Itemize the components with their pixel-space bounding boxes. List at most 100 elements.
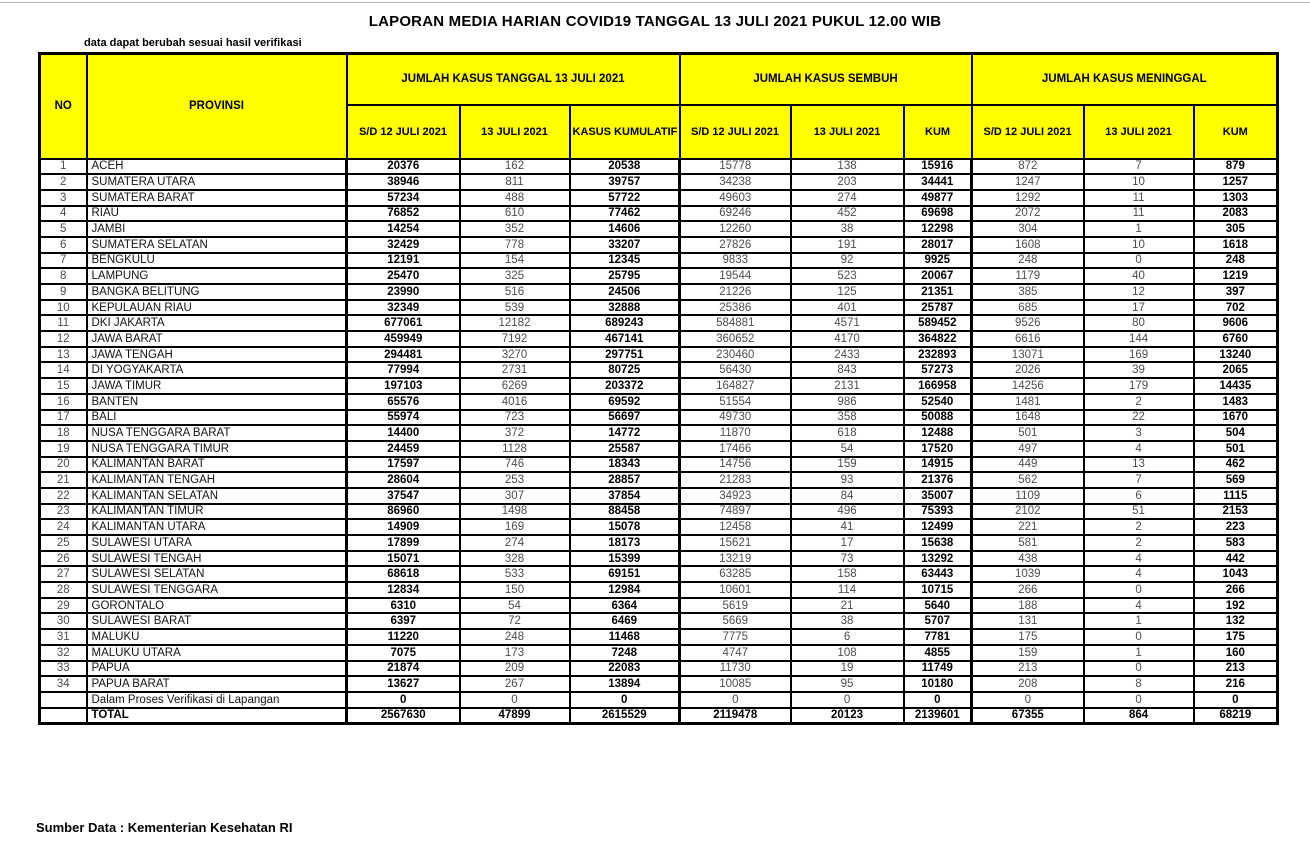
cell-kasus-kumulatif: 80725 — [568, 361, 681, 380]
col-header-kasus-sd12: S/D 12 JULI 2021 — [345, 103, 461, 160]
cell-meninggal-13jul: 0 — [1082, 251, 1195, 270]
cell-kasus-sd12: 13627 — [345, 675, 461, 693]
cell-kasus-kumulatif: 32888 — [568, 298, 681, 317]
cell-meninggal-13jul: 0 — [1082, 690, 1195, 709]
cell-meninggal-13jul: 12 — [1082, 283, 1195, 301]
cell-sembuh-kum: 28017 — [902, 235, 973, 254]
cell-sembuh-13jul: 125 — [789, 283, 905, 301]
cell-no: 6 — [38, 235, 88, 254]
table-row: 14 DI YOGYAKARTA 77994 2731 80725 56430 843 572… — [38, 361, 1279, 380]
cell-kasus-kumulatif: 15078 — [568, 518, 681, 536]
cell-no: 14 — [38, 361, 88, 380]
cell-meninggal-13jul: 51 — [1082, 502, 1195, 521]
cell-meninggal-kum: 1043 — [1192, 565, 1279, 584]
cell-meninggal-sd12: 131 — [970, 612, 1085, 631]
cell-kasus-13jul: 154 — [458, 251, 571, 270]
cell-meninggal-sd12: 872 — [970, 157, 1085, 176]
cell-kasus-13jul: 610 — [458, 204, 571, 223]
col-header-sembuh-kum: KUM — [902, 103, 973, 160]
cell-no: 27 — [38, 565, 88, 584]
cell-kasus-13jul: 1128 — [458, 439, 571, 458]
top-divider — [0, 2, 1310, 3]
cell-kasus-kumulatif: 2615529 — [568, 706, 681, 725]
cell-meninggal-kum: 2153 — [1192, 502, 1279, 521]
cell-meninggal-kum: 14435 — [1192, 377, 1279, 395]
cell-meninggal-kum: 216 — [1192, 675, 1279, 693]
cell-meninggal-kum: 1303 — [1192, 188, 1279, 207]
cell-no — [38, 706, 88, 725]
cell-no: 1 — [38, 157, 88, 176]
cell-sembuh-13jul: 17 — [789, 534, 905, 552]
table-row: 12 JAWA BARAT 459949 7192 467141 360652 4170 36… — [38, 330, 1279, 348]
cell-provinsi: JAMBI — [85, 220, 348, 238]
cell-no: 18 — [38, 424, 88, 442]
cell-sembuh-13jul: 618 — [789, 424, 905, 442]
cell-meninggal-sd12: 385 — [970, 283, 1085, 301]
cell-meninggal-kum: 569 — [1192, 471, 1279, 489]
cell-no: 30 — [38, 612, 88, 631]
cell-sembuh-13jul: 138 — [789, 157, 905, 176]
col-header-kasus-kumulatif: KASUS KUMULATIF — [568, 103, 681, 160]
cell-sembuh-kum: 14915 — [902, 455, 973, 474]
table-row: 27 SULAWESI SELATAN 68618 533 69151 63285 158 6… — [38, 565, 1279, 584]
cell-meninggal-13jul: 13 — [1082, 455, 1195, 474]
cell-sembuh-13jul: 401 — [789, 298, 905, 317]
table-row: 28 SULAWESI TENGGARA 12834 150 12984 10601 114… — [38, 581, 1279, 599]
cell-sembuh-sd12: 13219 — [678, 549, 792, 568]
cell-provinsi: JAWA TENGAH — [85, 345, 348, 364]
cell-sembuh-13jul: 4571 — [789, 314, 905, 333]
cell-sembuh-sd12: 164827 — [678, 377, 792, 395]
cell-sembuh-sd12: 19544 — [678, 267, 792, 285]
cell-meninggal-sd12: 266 — [970, 581, 1085, 599]
cell-kasus-sd12: 2567630 — [345, 706, 461, 725]
table-row: 5 JAMBI 14254 352 14606 12260 38 12298 304 1 305 — [38, 220, 1279, 238]
cell-no: 4 — [38, 204, 88, 223]
cell-sembuh-kum: 12499 — [902, 518, 973, 536]
cell-meninggal-kum: 248 — [1192, 251, 1279, 270]
cell-sembuh-sd12: 2119478 — [678, 706, 792, 725]
cell-sembuh-kum: 232893 — [902, 345, 973, 364]
cell-no: 7 — [38, 251, 88, 270]
cell-no: 31 — [38, 628, 88, 646]
cell-sembuh-kum: 20067 — [902, 267, 973, 285]
cell-kasus-kumulatif: 39757 — [568, 173, 681, 191]
table-row: 24 KALIMANTAN UTARA 14909 169 15078 12458 41 12… — [38, 518, 1279, 536]
cell-kasus-13jul: 12182 — [458, 314, 571, 333]
cell-meninggal-13jul: 169 — [1082, 345, 1195, 364]
cell-sembuh-kum: 13292 — [902, 549, 973, 568]
cell-sembuh-sd12: 10085 — [678, 675, 792, 693]
cell-kasus-kumulatif: 69151 — [568, 565, 681, 584]
cell-provinsi: BALI — [85, 408, 348, 427]
cell-provinsi: SUMATERA UTARA — [85, 173, 348, 191]
cell-meninggal-sd12: 304 — [970, 220, 1085, 238]
cell-kasus-13jul: 54 — [458, 596, 571, 615]
cell-kasus-kumulatif: 12984 — [568, 581, 681, 599]
cell-no: 32 — [38, 643, 88, 662]
cell-kasus-kumulatif: 77462 — [568, 204, 681, 223]
table-row: 4 RIAU 76852 610 77462 69246 452 69698 2072 11 208… — [38, 204, 1279, 223]
cell-sembuh-13jul: 843 — [789, 361, 905, 380]
cell-kasus-kumulatif: 57722 — [568, 188, 681, 207]
cell-kasus-kumulatif: 22083 — [568, 659, 681, 678]
cell-kasus-sd12: 459949 — [345, 330, 461, 348]
cell-meninggal-kum: 9606 — [1192, 314, 1279, 333]
cell-meninggal-sd12: 1247 — [970, 173, 1085, 191]
table-row: 2 SUMATERA UTARA 38946 811 39757 34238 203 3444… — [38, 173, 1279, 191]
cell-meninggal-13jul: 144 — [1082, 330, 1195, 348]
col-header-sembuh-sd12: S/D 12 JULI 2021 — [678, 103, 792, 160]
cell-provinsi: SUMATERA BARAT — [85, 188, 348, 207]
cell-no: 26 — [38, 549, 88, 568]
cell-provinsi: KALIMANTAN TENGAH — [85, 471, 348, 489]
cell-provinsi: KALIMANTAN UTARA — [85, 518, 348, 536]
cell-sembuh-sd12: 12260 — [678, 220, 792, 238]
cell-sembuh-sd12: 15621 — [678, 534, 792, 552]
cell-kasus-13jul: 516 — [458, 283, 571, 301]
cell-sembuh-13jul: 38 — [789, 220, 905, 238]
cell-meninggal-sd12: 213 — [970, 659, 1085, 678]
cell-kasus-kumulatif: 12345 — [568, 251, 681, 270]
covid-report-table: NO PROVINSI JUMLAH KASUS TANGGAL 13 JULI… — [38, 52, 1280, 725]
cell-kasus-13jul: 778 — [458, 235, 571, 254]
cell-sembuh-sd12: 21283 — [678, 471, 792, 489]
cell-provinsi: GORONTALO — [85, 596, 348, 615]
cell-no: 5 — [38, 220, 88, 238]
